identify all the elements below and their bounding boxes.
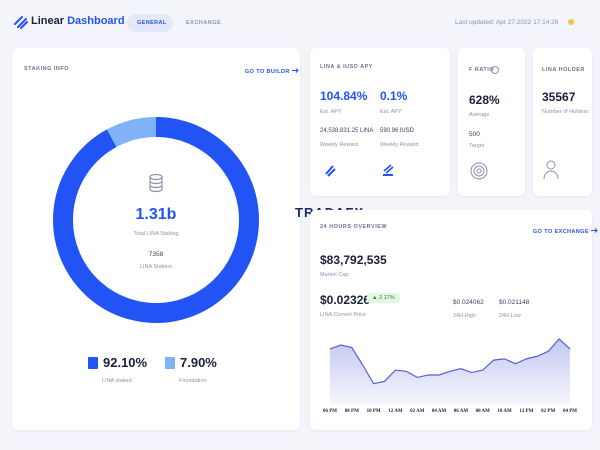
donut-segment bbox=[106, 117, 157, 148]
x-tick-label: 02 PM bbox=[541, 409, 555, 414]
total-staking: 1.31b bbox=[135, 206, 177, 223]
x-tick-label: 10 PM bbox=[367, 409, 381, 414]
low: $0.021148 bbox=[499, 299, 530, 306]
x-tick-label: 06 AM bbox=[454, 409, 469, 414]
reward: 24,538,831.25 LINA bbox=[320, 128, 374, 134]
link[interactable]: GO TO EXCHANGE bbox=[533, 228, 598, 235]
user-icon bbox=[543, 160, 559, 180]
label: Market Cap bbox=[320, 272, 349, 278]
x-tick-label: 12 AM bbox=[388, 409, 403, 414]
area bbox=[330, 338, 570, 405]
stakers: 7358 bbox=[148, 251, 164, 258]
link[interactable]: GO TO BUILDR bbox=[245, 68, 299, 75]
market-cap: $83,792,535 bbox=[320, 253, 387, 267]
label: Weekly Reward bbox=[380, 142, 419, 148]
lusd-icon bbox=[383, 164, 394, 176]
tab[interactable]: EXCHANGE bbox=[186, 20, 222, 26]
logo: Linear Dashboard bbox=[31, 15, 125, 27]
x-tick-label: 06 PM bbox=[323, 409, 337, 414]
holder-count: 35567 bbox=[542, 90, 576, 104]
label: Average bbox=[469, 112, 490, 118]
x-tick-label: 10 AM bbox=[497, 409, 512, 414]
target-icon bbox=[470, 162, 488, 180]
x-tick-label: 04 PM bbox=[563, 409, 577, 414]
x-tick-label: 08 AM bbox=[476, 409, 491, 414]
card-title: LINA & lUSD APY bbox=[320, 64, 373, 70]
apy-value: 0.1% bbox=[380, 89, 408, 103]
label: LINA Stakers bbox=[139, 264, 173, 270]
legend-label: Foundation bbox=[179, 378, 207, 384]
legend-value: 7.90% bbox=[180, 355, 217, 370]
legend-label: LINA staked bbox=[102, 378, 132, 384]
x-tick-label: 08 PM bbox=[345, 409, 359, 414]
ratio-average: 628% bbox=[469, 93, 500, 107]
card-title: F RATIO bbox=[469, 67, 495, 73]
legend-swatch bbox=[165, 357, 175, 369]
holder-card bbox=[533, 48, 592, 196]
theme-icon[interactable] bbox=[568, 19, 574, 25]
price: $0.02326 bbox=[320, 293, 371, 307]
card-title: 24 HOURS OVERVIEW bbox=[320, 224, 388, 230]
logo-first: Linear bbox=[31, 15, 65, 27]
label: Est. APY bbox=[380, 109, 402, 115]
donut-chart bbox=[53, 117, 259, 323]
label: Weekly Reward bbox=[320, 142, 359, 148]
x-tick-label: 04 AM bbox=[432, 409, 447, 414]
change-badge: ▲ 2.17% bbox=[367, 293, 400, 303]
label: Number of Holders bbox=[542, 109, 589, 115]
arrow bbox=[291, 68, 299, 73]
lina-icon bbox=[325, 165, 336, 177]
logo-icon bbox=[14, 16, 28, 29]
last-updated: Last updated: Apr 27,2022 17:14:26 bbox=[455, 19, 559, 26]
label: 24H High bbox=[453, 313, 476, 319]
label: 24H Low bbox=[499, 313, 521, 319]
x-tick-label: 02 AM bbox=[410, 409, 425, 414]
arrow bbox=[590, 228, 598, 233]
line bbox=[329, 338, 571, 385]
label: Target bbox=[469, 143, 485, 149]
link-text[interactable]: GO TO BUILDR bbox=[245, 69, 290, 75]
reward: 590.96 lUSD bbox=[380, 128, 415, 134]
coin-icon bbox=[149, 173, 163, 193]
high: $0.024062 bbox=[453, 299, 484, 306]
x-tick-label: 12 PM bbox=[519, 409, 533, 414]
apy-value: 104.84% bbox=[320, 89, 368, 103]
tab-bg bbox=[127, 14, 173, 32]
legend-swatch bbox=[88, 357, 98, 369]
card-title: LINA HOLDER bbox=[542, 67, 585, 73]
change: 2.17% bbox=[378, 295, 395, 301]
card-title: STAKING INFO bbox=[24, 66, 70, 72]
label: Total LINA Staking bbox=[133, 231, 179, 237]
ratio-target: 500 bbox=[469, 131, 480, 138]
legend-value: 92.10% bbox=[103, 355, 148, 370]
label: Est. APY bbox=[320, 109, 342, 115]
tab[interactable]: GENERAL bbox=[137, 20, 167, 26]
link-text[interactable]: GO TO EXCHANGE bbox=[533, 229, 589, 235]
info-icon[interactable] bbox=[491, 66, 499, 74]
logo-second: Dashboard bbox=[67, 15, 125, 27]
price-chart: 06 PM 08 PM 10 PM 12 AM 02 AM 04 AM 06 AM 08 AM… bbox=[323, 338, 577, 414]
donut-segment bbox=[53, 117, 259, 323]
label: LINA Current Price bbox=[320, 312, 366, 318]
